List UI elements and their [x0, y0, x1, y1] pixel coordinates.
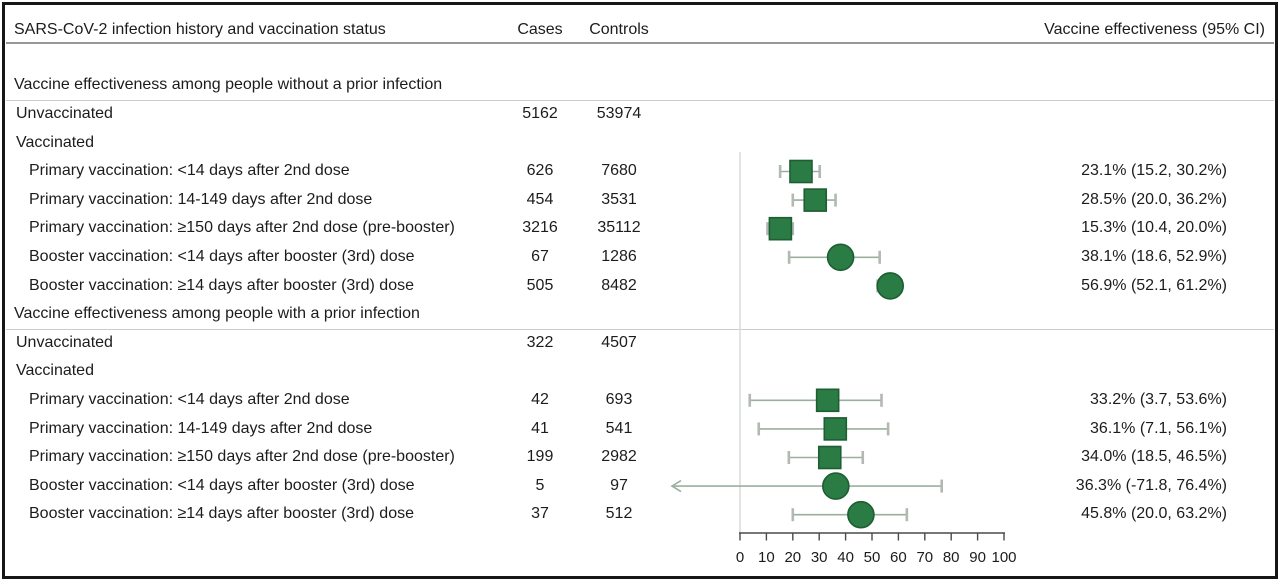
controls-value: 97 [610, 476, 628, 494]
controls-value: 693 [605, 391, 633, 408]
header-divider [6, 42, 1274, 44]
cases-value: 41 [531, 419, 549, 437]
cases-value: 42 [531, 391, 549, 408]
row-label: Vaccinated [16, 362, 94, 380]
cases-value: 322 [526, 333, 554, 351]
cases-value: 5162 [522, 105, 558, 122]
row-label: Booster vaccination: <14 days after boos… [29, 248, 415, 265]
ve-value: 34.0% (18.5, 46.5%) [1081, 448, 1227, 466]
controls-value: 7680 [601, 162, 637, 180]
row-label: Vaccinated [16, 133, 94, 151]
cases-value: 199 [526, 448, 554, 466]
controls-value: 35112 [597, 219, 641, 237]
row-label: Primary vaccination: ≥150 days after 2nd… [29, 219, 455, 237]
row-label: Booster vaccination: ≥14 days after boos… [29, 276, 414, 294]
section-divider [6, 100, 1274, 101]
ve-value: 36.3% (-71.8, 76.4%) [1075, 476, 1227, 494]
ve-value: 36.1% (7.1, 56.1%) [1090, 419, 1227, 437]
ve-value: 23.1% (15.2, 30.2%) [1081, 162, 1227, 180]
cases-value: 37 [531, 505, 549, 523]
cases-value: 626 [526, 162, 554, 180]
ve-value: 56.9% (52.1, 61.2%) [1081, 276, 1227, 294]
ve-value: 15.3% (10.4, 20.0%) [1081, 219, 1227, 237]
section-divider [6, 328, 1274, 330]
row-label: Primary vaccination: 14-149 days after 2… [29, 419, 373, 437]
row-label: Booster vaccination: ≥14 days after boos… [29, 505, 414, 523]
cases-value: 454 [526, 190, 554, 208]
controls-value: 8482 [601, 276, 637, 294]
controls-value: 1286 [601, 248, 637, 265]
row-label: Booster vaccination: <14 days after boos… [29, 476, 415, 494]
column-header-controls: Controls [589, 21, 649, 38]
row-label: Primary vaccination: <14 days after 2nd … [29, 391, 350, 408]
row-label: Primary vaccination: ≥150 days after 2nd… [29, 448, 455, 466]
cases-value: 67 [531, 248, 549, 265]
row-label: Unvaccinated [16, 333, 113, 351]
controls-value: 512 [605, 505, 633, 523]
column-header-infection-history: SARS-CoV-2 infection history and vaccina… [14, 21, 386, 38]
column-header-ve: Vaccine effectiveness (95% CI) [1044, 21, 1265, 38]
ve-value: 28.5% (20.0, 36.2%) [1081, 190, 1227, 208]
ve-value: 45.8% (20.0, 63.2%) [1081, 505, 1227, 523]
ve-value: 38.1% (18.6, 52.9%) [1081, 248, 1227, 265]
ve-value: 33.2% (3.7, 53.6%) [1090, 391, 1227, 408]
section-title: Vaccine effectiveness among people witho… [14, 76, 443, 94]
row-label: Unvaccinated [16, 105, 113, 122]
cases-value: 5 [535, 476, 545, 494]
controls-value: 53974 [596, 105, 642, 122]
controls-value: 541 [605, 419, 633, 437]
section-title: Vaccine effectiveness among people with … [14, 305, 420, 323]
row-label: Primary vaccination: <14 days after 2nd … [29, 162, 350, 180]
column-header-cases: Cases [517, 21, 563, 38]
row-label: Primary vaccination: 14-149 days after 2… [29, 190, 373, 208]
cases-value: 3216 [522, 219, 558, 237]
cases-value: 505 [526, 276, 554, 294]
controls-value: 2982 [601, 448, 637, 466]
controls-value: 4507 [601, 333, 637, 351]
controls-value: 3531 [601, 190, 637, 208]
